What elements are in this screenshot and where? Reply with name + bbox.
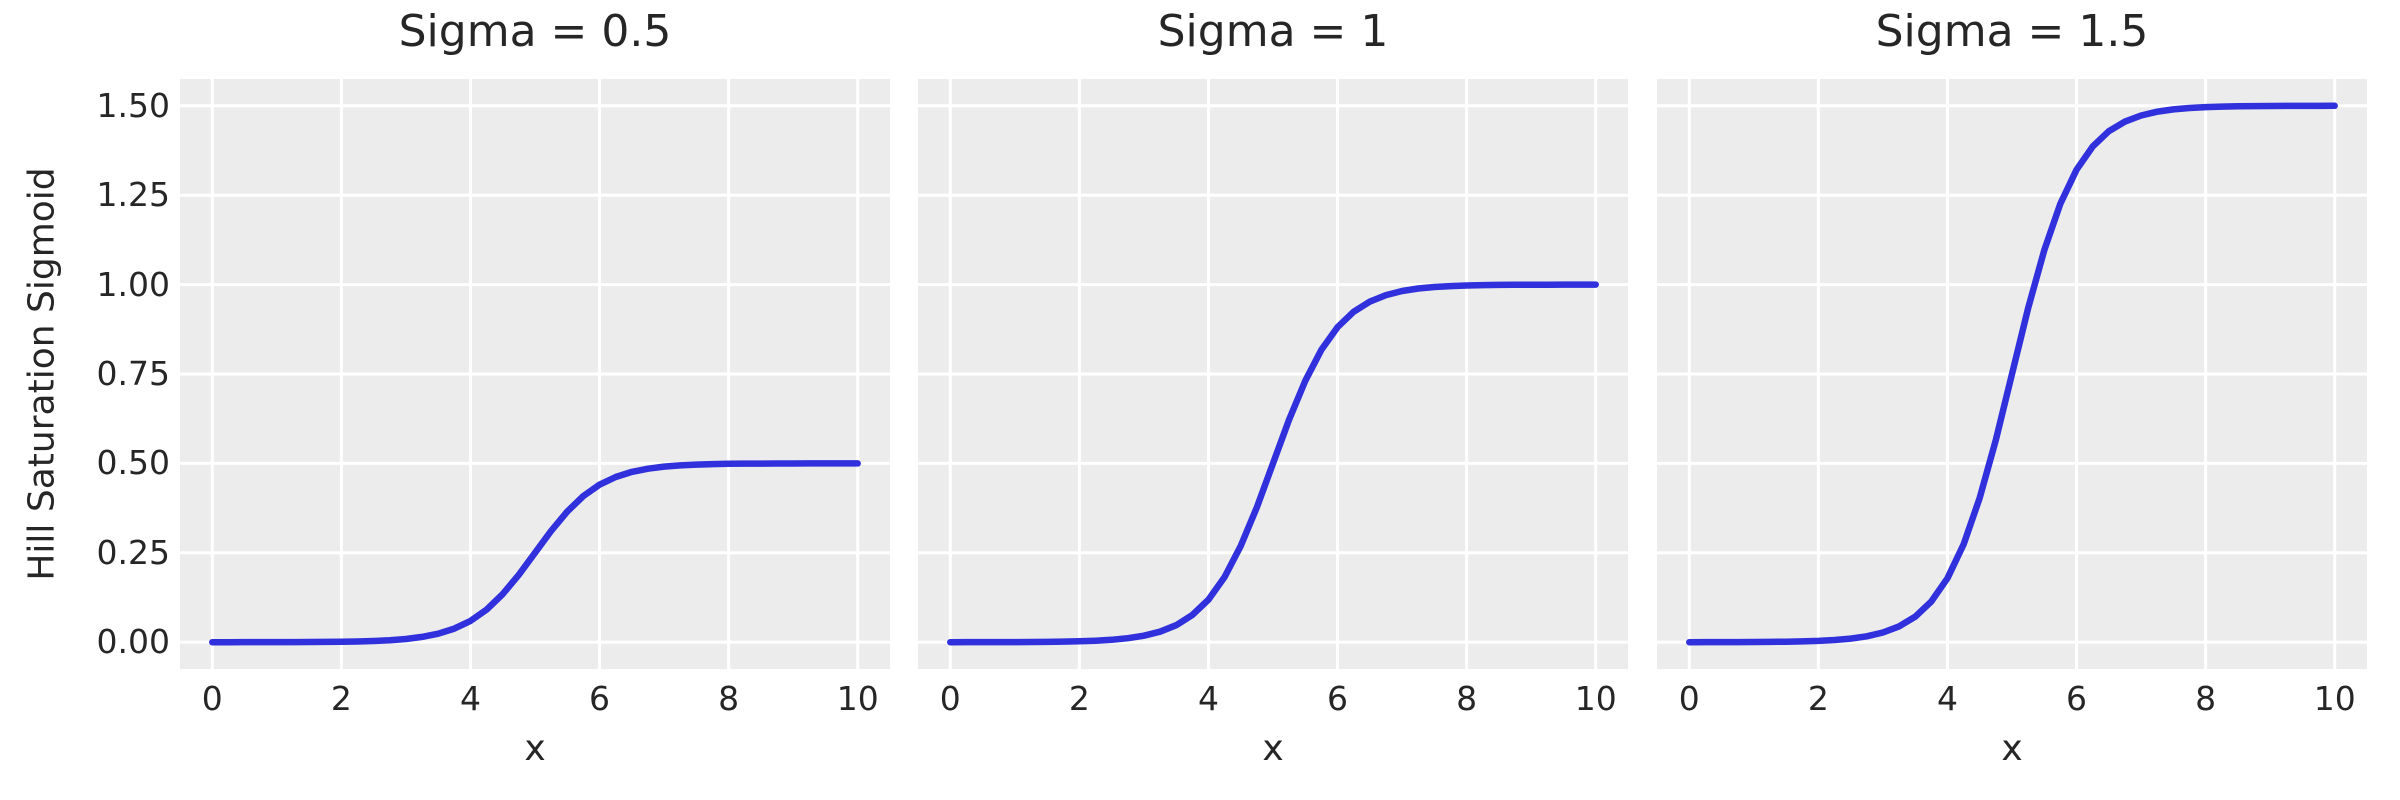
x-tick-label: 2 (1068, 679, 1090, 718)
y-tick-label: 1.25 (96, 175, 170, 215)
y-tick-label: 0.25 (96, 532, 170, 572)
x-tick-label: 4 (1936, 679, 1958, 718)
curve-line (1686, 102, 2338, 646)
curve-line (947, 281, 1599, 646)
x-axis-label: x (524, 728, 546, 769)
subplot-title: Sigma = 0.5 (398, 6, 672, 57)
plot-canvas (180, 79, 890, 669)
x-tick-label: 8 (2195, 679, 2217, 718)
subplot-sigma-1: Sigma = 1 x 0 2 4 6 8 10 (918, 9, 1628, 779)
x-tick-label: 6 (2066, 679, 2088, 718)
x-tick-label: 10 (836, 679, 879, 718)
y-tick-label: 1.00 (96, 264, 170, 304)
x-tick-label: 2 (330, 679, 352, 718)
x-axis-label: x (2001, 728, 2023, 769)
x-tick-label: 0 (1678, 679, 1700, 718)
plot-canvas (1657, 79, 2367, 669)
subplot-title: Sigma = 1.5 (1875, 6, 2149, 57)
plot-canvas (918, 79, 1628, 669)
y-tick-label: 0.75 (96, 354, 170, 393)
plot-area (180, 79, 890, 669)
subplot-sigma-0.5: Sigma = 0.5 x 0 2 4 6 8 10 (180, 9, 890, 779)
plot-area (918, 79, 1628, 669)
x-axis-label: x (1262, 728, 1284, 769)
subplot-title: Sigma = 1 (1157, 6, 1389, 57)
plot-area (1657, 79, 2367, 669)
curve-line (209, 460, 861, 646)
x-tick-label: 2 (1807, 679, 1829, 718)
x-tick-label: 8 (718, 679, 740, 718)
y-tick-label: 0.00 (96, 622, 170, 662)
subplot-sigma-1.5: Sigma = 1.5 x 0 2 4 6 8 10 (1657, 9, 2367, 779)
x-tick-label: 6 (589, 679, 611, 718)
x-tick-label: 0 (939, 679, 961, 718)
x-tick-label: 6 (1327, 679, 1349, 718)
x-tick-label: 4 (1197, 679, 1219, 718)
x-tick-label: 0 (201, 679, 223, 718)
y-tick-label: 0.50 (96, 443, 170, 483)
x-tick-label: 10 (1574, 679, 1617, 718)
x-tick-label: 4 (459, 679, 481, 718)
y-tick-label: 1.50 (96, 85, 170, 125)
x-tick-label: 10 (2313, 679, 2356, 718)
y-tick-labels: 0.00 0.25 0.50 0.75 1.00 1.25 1.50 (40, 79, 170, 669)
x-tick-label: 8 (1456, 679, 1478, 718)
